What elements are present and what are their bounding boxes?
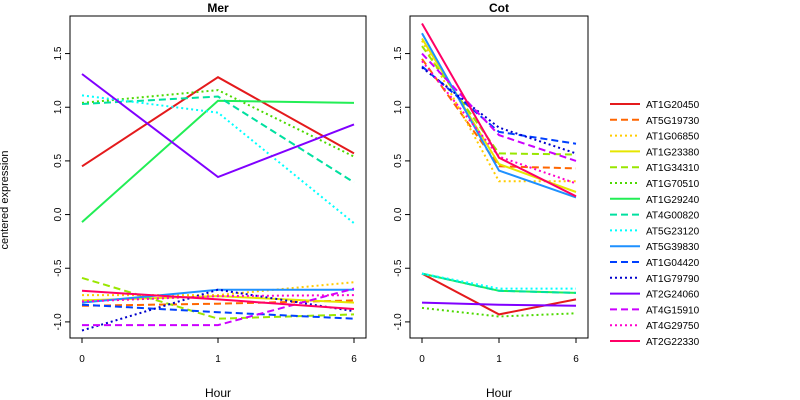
x-tick-label: 6 bbox=[351, 354, 357, 365]
legend-label: AT1G20450 bbox=[646, 100, 700, 111]
legend-item: AT1G20450 bbox=[610, 100, 700, 111]
legend-item: AT1G34310 bbox=[610, 163, 700, 174]
y-tick-label: 0.5 bbox=[393, 154, 404, 168]
series-line-at5g39830 bbox=[421, 32, 577, 199]
legend-label: AT4G15910 bbox=[646, 305, 700, 316]
series-line-at2g22330 bbox=[421, 23, 577, 198]
series-line-at1g79790 bbox=[421, 66, 577, 155]
y-tick-label: 1.5 bbox=[53, 46, 64, 60]
legend-item: AT4G29750 bbox=[610, 321, 700, 332]
legend-label: AT1G23380 bbox=[646, 147, 700, 158]
series-line-at1g04420 bbox=[421, 65, 577, 145]
series-group bbox=[81, 73, 355, 332]
legend-label: AT1G29240 bbox=[646, 195, 700, 206]
legend-item: AT1G29240 bbox=[610, 195, 700, 206]
series-line-at1g20450 bbox=[81, 76, 355, 168]
series-line-at1g06850 bbox=[421, 40, 576, 183]
y-tick-label: -0.5 bbox=[53, 259, 64, 277]
panels: Mer -1.0 -0.5 0.0 0.5 1.0 1.5 0 1 6 Hour Cot -1.0 -0.… bbox=[53, 1, 589, 400]
legend-item: AT5G23120 bbox=[610, 226, 700, 237]
y-tick-label: 0.5 bbox=[53, 154, 64, 168]
series-line-at4g15910 bbox=[421, 52, 577, 162]
x-axis-label: Hour bbox=[205, 386, 231, 400]
x-tick-label: 1 bbox=[215, 354, 221, 365]
y-tick-label: 0.0 bbox=[53, 207, 64, 221]
legend-label: AT4G00820 bbox=[646, 211, 700, 222]
legend-item: AT1G70510 bbox=[610, 179, 700, 190]
series-line-at4g15910 bbox=[82, 287, 355, 327]
legend-label: AT2G24060 bbox=[646, 290, 700, 301]
x-tick-label: 6 bbox=[573, 354, 579, 365]
legend-item: AT1G04420 bbox=[610, 258, 700, 269]
y-tick-label: 1.0 bbox=[53, 100, 64, 114]
series-line-at4g29750 bbox=[421, 60, 577, 185]
legend-label: AT5G23120 bbox=[646, 226, 700, 237]
legend-label: AT5G19730 bbox=[646, 116, 700, 127]
legend-label: AT1G34310 bbox=[646, 163, 700, 174]
x-tick-label: 1 bbox=[496, 354, 502, 365]
x-tick-label: 0 bbox=[419, 354, 425, 365]
legend-label: AT1G04420 bbox=[646, 258, 700, 269]
panel-title: Mer bbox=[207, 1, 229, 15]
legend-item: AT5G19730 bbox=[610, 116, 700, 127]
y-axis-label: centered expression bbox=[0, 150, 11, 249]
legend-label: AT1G06850 bbox=[646, 132, 700, 143]
series-line-at5g23120 bbox=[421, 272, 576, 290]
legend-label: AT5G39830 bbox=[646, 242, 700, 253]
legend-label: AT1G70510 bbox=[646, 179, 700, 190]
panel-title: Cot bbox=[489, 1, 509, 15]
y-tick-label: -1.0 bbox=[53, 313, 64, 331]
y-tick-label: -0.5 bbox=[393, 259, 404, 277]
x-axis-label: Hour bbox=[486, 386, 512, 400]
legend-item: AT1G06850 bbox=[610, 132, 700, 143]
series-line-at1g79790 bbox=[81, 288, 355, 332]
y-tick-label: -1.0 bbox=[393, 313, 404, 331]
series-line-at2g24060 bbox=[421, 301, 577, 307]
series-line-at1g04420 bbox=[81, 303, 355, 320]
series-line-at5g23120 bbox=[81, 94, 355, 224]
series-line-at1g20450 bbox=[421, 272, 577, 316]
legend-item: AT5G39830 bbox=[610, 242, 700, 253]
legend-item: AT2G22330 bbox=[610, 337, 700, 348]
legend-item: AT1G79790 bbox=[610, 274, 700, 285]
series-line-at4g29750 bbox=[81, 294, 355, 303]
x-tick-label: 0 bbox=[79, 354, 85, 365]
legend-item: AT1G23380 bbox=[610, 147, 700, 158]
legend: AT1G20450 AT5G19730 AT1G06850 AT1G23380 AT1G… bbox=[610, 100, 700, 348]
series-line-at5g19730 bbox=[421, 58, 577, 170]
legend-item: AT4G00820 bbox=[610, 211, 700, 222]
series-line-at1g29240 bbox=[81, 99, 355, 223]
series-line-at2g24060 bbox=[81, 73, 355, 179]
series-line-at1g70510 bbox=[81, 89, 355, 158]
panel-1: Cot -1.0 -0.5 0.0 0.5 1.0 1.5 0 1 6 Hour bbox=[393, 1, 589, 400]
legend-label: AT1G79790 bbox=[646, 274, 700, 285]
series-line-at2g22330 bbox=[81, 289, 355, 310]
y-tick-label: 1.0 bbox=[393, 100, 404, 114]
y-tick-label: 0.0 bbox=[393, 207, 404, 221]
series-line-at5g19730 bbox=[81, 299, 355, 307]
series-line-at1g70510 bbox=[421, 306, 577, 318]
series-group bbox=[421, 23, 577, 318]
legend-label: AT4G29750 bbox=[646, 321, 700, 332]
panel-0: Mer -1.0 -0.5 0.0 0.5 1.0 1.5 0 1 6 Hour bbox=[53, 1, 367, 400]
y-tick-label: 1.5 bbox=[393, 46, 404, 60]
legend-label: AT2G22330 bbox=[646, 337, 700, 348]
legend-item: AT4G15910 bbox=[610, 305, 700, 316]
legend-item: AT2G24060 bbox=[610, 290, 700, 301]
